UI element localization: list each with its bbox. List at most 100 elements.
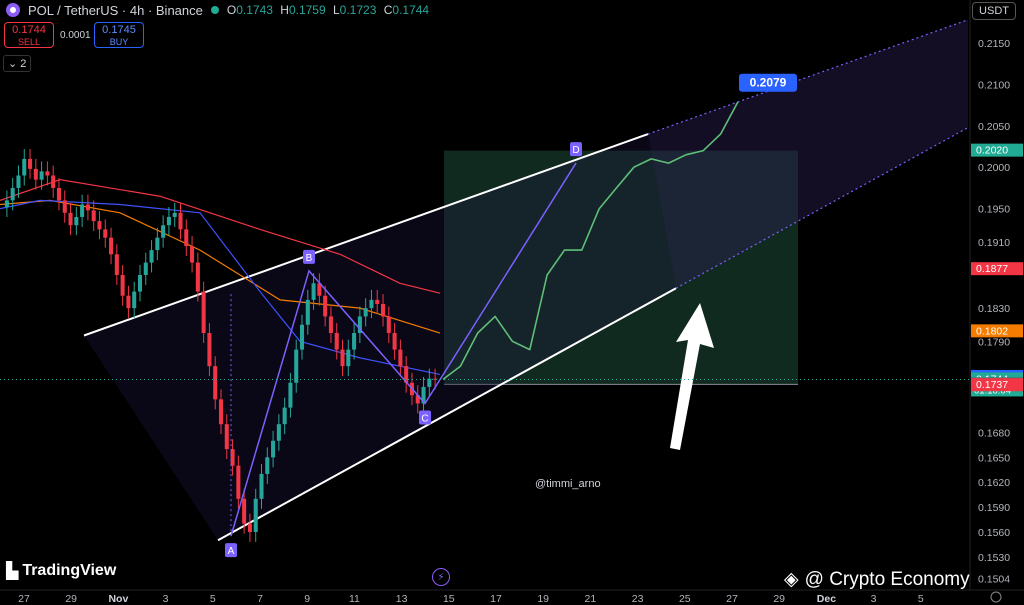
symbol-header: POL / TetherUS · 4h · Binance O0.1743 H0… <box>0 0 433 20</box>
pattern-point-a <box>225 543 237 558</box>
candle <box>311 283 316 300</box>
candle <box>288 382 293 408</box>
x-tick-label: 21 <box>585 593 597 605</box>
lightning-icon[interactable]: ⚡ <box>432 568 450 586</box>
pattern-point-b <box>303 249 315 264</box>
price-tag-label: 0.1802 <box>976 325 1008 337</box>
tradingview-logo-icon: ▙ <box>6 563 19 580</box>
candle <box>51 175 56 188</box>
candle <box>427 378 432 387</box>
candle <box>207 333 212 367</box>
candle <box>230 449 235 466</box>
candle <box>22 158 27 176</box>
candle <box>103 229 108 238</box>
candle <box>132 291 137 309</box>
y-tick-label: 0.2050 <box>978 121 1010 133</box>
candle <box>340 349 345 367</box>
candle <box>328 316 333 334</box>
x-tick-label: 11 <box>349 593 360 605</box>
channel-upper-extension <box>647 19 969 135</box>
target-price-label <box>739 73 797 92</box>
x-tick-label: 7 <box>257 593 263 605</box>
candle <box>166 216 171 226</box>
pattern-point-label: B <box>306 253 313 264</box>
candle <box>91 210 96 222</box>
projected-path-line <box>442 101 739 381</box>
pattern-point-label: A <box>228 546 235 557</box>
spread-value: 0.0001 <box>60 30 91 41</box>
x-tick-label: Dec <box>817 593 836 605</box>
x-tick-label: 29 <box>65 593 77 605</box>
candle <box>161 225 166 238</box>
y-tick-label: 0.2000 <box>978 162 1010 174</box>
candle <box>346 349 351 367</box>
candle <box>224 424 229 450</box>
indicators-toggle-button[interactable]: ⌄ 2 <box>3 55 32 72</box>
x-tick-label: 19 <box>537 593 549 605</box>
candle <box>184 229 189 246</box>
candle <box>265 457 270 474</box>
candle <box>143 262 148 275</box>
x-tick-label: 17 <box>490 593 502 605</box>
candle <box>317 283 322 296</box>
candle <box>28 158 33 169</box>
buy-button[interactable]: 0.1745 BUY <box>94 22 144 48</box>
candle <box>126 295 131 309</box>
candle <box>178 212 183 230</box>
ma-red-line <box>0 179 441 294</box>
candle <box>386 316 391 334</box>
author-handle: @timmi_arno <box>535 478 601 490</box>
candle <box>39 171 44 180</box>
x-tick-label: 27 <box>726 593 738 605</box>
price-tag-label: 0.2020 <box>976 145 1008 157</box>
candle <box>45 171 50 176</box>
price-tag <box>971 143 1023 157</box>
crypto-economy-watermark: ◈ @ Crypto Economy <box>784 568 970 591</box>
candle <box>404 366 409 383</box>
channel-lower-line <box>217 287 677 542</box>
x-tick-label: 5 <box>918 593 924 605</box>
x-tick-label: 9 <box>304 593 310 605</box>
candle <box>392 333 397 350</box>
candle <box>381 304 386 317</box>
candle <box>218 399 224 425</box>
candle <box>68 212 73 226</box>
currency-select[interactable]: USDT <box>972 2 1016 20</box>
candle <box>85 204 90 211</box>
candle <box>190 245 195 263</box>
candle <box>155 237 160 251</box>
y-tick-label: 0.1790 <box>978 336 1010 348</box>
market-open-icon <box>210 6 219 14</box>
candle <box>271 440 276 458</box>
symbol-title[interactable]: POL / TetherUS · 4h · Binance <box>28 2 203 18</box>
candle <box>357 316 362 334</box>
candle <box>294 349 299 383</box>
y-tick-label: 0.2150 <box>978 38 1010 50</box>
x-tick-label: 3 <box>163 593 169 605</box>
y-tick-label: 0.1530 <box>978 552 1010 564</box>
candle <box>4 200 9 208</box>
candle <box>305 299 310 325</box>
candle <box>259 473 264 499</box>
candle <box>299 324 305 350</box>
candle <box>433 378 438 380</box>
y-tick-label: 0.1590 <box>978 502 1010 514</box>
x-tick-label: 13 <box>396 593 408 605</box>
ohlc-readout: O0.1743 H0.1759 L0.1723 C0.1744 <box>226 3 430 17</box>
target-price-text: 0.2079 <box>750 76 787 90</box>
candle <box>352 333 357 350</box>
candle <box>172 212 177 217</box>
candle <box>236 465 241 499</box>
x-tick-label: 5 <box>210 593 216 605</box>
candle <box>375 299 380 304</box>
settings-gear-icon <box>990 591 1002 603</box>
price-tag-label: 0.1737 <box>976 379 1008 391</box>
tradingview-logo: ▙ TradingView <box>6 562 117 580</box>
polygon-logo-icon <box>6 3 20 17</box>
sell-button[interactable]: 0.1744 SELL <box>4 22 54 48</box>
candle <box>114 254 119 275</box>
binance-logo-icon: ◈ <box>784 569 799 590</box>
candle <box>242 498 247 524</box>
y-tick-label: 0.1650 <box>978 452 1010 464</box>
